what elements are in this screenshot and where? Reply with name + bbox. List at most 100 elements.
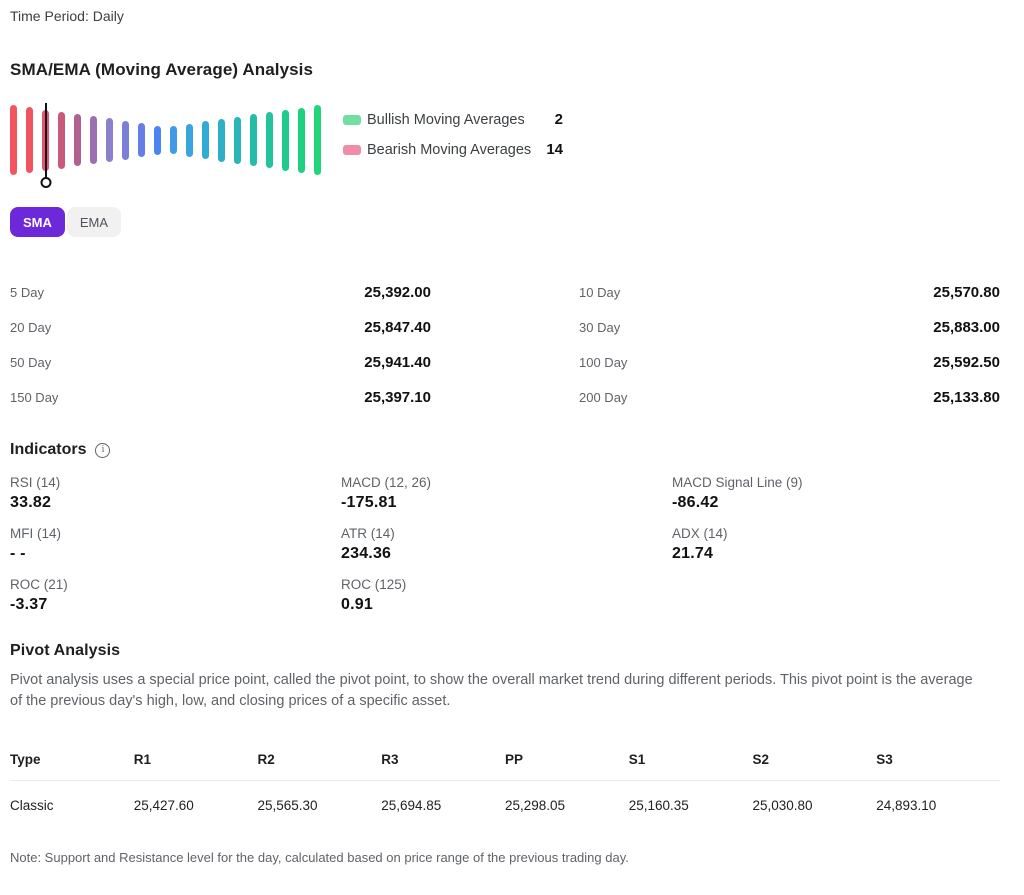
indicator-label: MACD (12, 26) (341, 475, 432, 490)
indicator-item: RSI (14) 33.82 (10, 475, 341, 512)
gauge-bar (10, 105, 17, 175)
pivot-table-body: Classic 25,427.60 25,565.30 25,694.85 25,298… (10, 781, 1000, 824)
indicator-label: MACD Signal Line (9) (672, 475, 803, 490)
indicator-label: ROC (21) (10, 577, 68, 592)
pivot-table: Type R1 R2 R3 PP S1 S2 S3 Classic 25,427.60 25,56… (10, 742, 1000, 823)
pivot-table-cell: 25,298.05 (505, 798, 566, 813)
pivot-description: Pivot analysis uses a special price poin… (10, 672, 973, 709)
legend-item: Bearish Moving Averages 14 (343, 141, 563, 158)
legend-item: Bullish Moving Averages 2 (343, 111, 563, 128)
indicator-label: ROC (125) (341, 577, 407, 592)
indicator-item: MACD (12, 26) -175.81 (341, 475, 672, 512)
legend-swatch (343, 144, 361, 155)
sma-ema-section-title: SMA/EMA (Moving Average) Analysis (10, 60, 314, 79)
moving-average-value: 25,592.50 (933, 354, 1000, 371)
indicator-label: MFI (14) (10, 526, 62, 541)
gauge-bar (122, 120, 129, 160)
indicator-value: 234.36 (341, 545, 392, 562)
indicator-value: 21.74 (672, 545, 714, 562)
pivot-section-title: Pivot Analysis (10, 642, 121, 659)
moving-average-label: 30 Day (579, 320, 621, 335)
gauge-bar (74, 114, 81, 166)
moving-average-label: 100 Day (579, 355, 628, 370)
pivot-column-header: S1 (628, 742, 753, 781)
gauge-bar (186, 123, 193, 157)
indicator-value: 0.91 (341, 596, 373, 613)
indicator-item: ATR (14) 234.36 (341, 526, 672, 563)
indicator-item: MFI (14) - - (10, 526, 341, 563)
moving-average-label: 50 Day (10, 355, 52, 370)
pivot-column-header: R1 (133, 742, 258, 781)
info-icon[interactable]: i (95, 442, 111, 458)
gauge-bar (218, 118, 225, 162)
pivot-table-cell: 25,427.60 (133, 798, 194, 813)
legend-label: Bearish Moving Averages (367, 141, 532, 158)
moving-average-row: 100 Day 25,592.50 (579, 345, 1000, 380)
pivot-column-header: R3 (381, 742, 505, 781)
gauge-legend: Bullish Moving Averages 2 Bearish Moving A… (343, 103, 563, 158)
gauge-bar (58, 111, 65, 169)
moving-average-label: 10 Day (579, 285, 621, 300)
gauge-bar (90, 116, 97, 164)
pivot-table-cell: 25,030.80 (752, 798, 813, 813)
indicator-value: -175.81 (341, 494, 397, 511)
moving-average-label: 20 Day (10, 320, 52, 335)
gauge-bar (234, 116, 241, 164)
indicator-label: RSI (14) (10, 475, 61, 490)
moving-average-label: 200 Day (579, 390, 628, 405)
indicator-item: ROC (125) 0.91 (341, 577, 672, 614)
pivot-table-row: Classic 25,427.60 25,565.30 25,694.85 25,298… (10, 781, 1000, 824)
indicator-item: MACD Signal Line (9) -86.42 (672, 475, 1003, 512)
indicator-value: - - (10, 545, 26, 562)
legend-value: 14 (546, 141, 563, 158)
pivot-column-header: PP (505, 742, 629, 781)
pivot-table-cell: 24,893.10 (876, 798, 937, 813)
pivot-table-cell: Classic (10, 798, 54, 813)
moving-average-value: 25,570.80 (933, 284, 1000, 301)
gauge-bar (170, 126, 177, 154)
moving-average-label: 150 Day (10, 390, 59, 405)
pivot-header-row: Type R1 R2 R3 PP S1 S2 S3 (10, 742, 1000, 781)
indicator-value: -86.42 (672, 494, 719, 511)
gauge-row: Bullish Moving Averages 2 Bearish Moving A… (10, 103, 1000, 185)
moving-average-value: 25,941.40 (364, 354, 431, 371)
time-period-label: Time Period: Daily (10, 8, 124, 24)
indicators-grid: RSI (14) 33.82 MACD (12, 26) -175.81 MACD Si… (10, 475, 1000, 628)
moving-average-value: 25,883.00 (933, 319, 1000, 336)
pivot-table-cell: 25,694.85 (381, 798, 442, 813)
legend-value: 2 (554, 111, 563, 128)
gauge-bar (282, 109, 289, 171)
moving-average-row: 10 Day 25,570.80 (579, 275, 1000, 310)
moving-average-row: 50 Day 25,941.40 (10, 345, 431, 380)
moving-average-row: 200 Day 25,133.80 (579, 380, 1000, 415)
pivot-column-header: R2 (257, 742, 382, 781)
pivot-column-header: S2 (752, 742, 877, 781)
moving-average-value: 25,397.10 (364, 389, 431, 406)
gauge-bar (26, 107, 33, 173)
pivot-table-cell: 25,565.30 (257, 798, 318, 813)
gauge-bar (298, 107, 305, 173)
moving-average-row: 30 Day 25,883.00 (579, 310, 1000, 345)
moving-averages-grid: 5 Day 25,392.00 10 Day 25,570.80 20 Day 25,84… (10, 275, 1000, 415)
legend-label: Bullish Moving Averages (367, 111, 525, 128)
indicator-value: -3.37 (10, 596, 48, 613)
indicator-value: 33.82 (10, 494, 52, 511)
ema-button[interactable]: EMA (66, 207, 122, 237)
indicator-label: ATR (14) (341, 526, 395, 541)
indicators-header: Indicators i (10, 441, 1000, 459)
pivot-column-header: Type (10, 742, 134, 781)
gauge-bar (106, 118, 113, 162)
moving-average-label: 5 Day (10, 285, 44, 300)
gauge-needle (44, 103, 47, 179)
gauge-bar (154, 125, 161, 155)
indicator-item: ROC (21) -3.37 (10, 577, 341, 614)
sma-button[interactable]: SMA (10, 207, 65, 237)
indicators-title: Indicators (10, 441, 87, 458)
moving-average-row: 20 Day 25,847.40 (10, 310, 431, 345)
sma-ema-toggle: SMA EMA (10, 207, 1000, 237)
moving-average-value: 25,133.80 (933, 389, 1000, 406)
pivot-table-cell: 25,160.35 (628, 798, 689, 813)
moving-average-row: 150 Day 25,397.10 (10, 380, 431, 415)
gauge-bar (266, 112, 273, 168)
